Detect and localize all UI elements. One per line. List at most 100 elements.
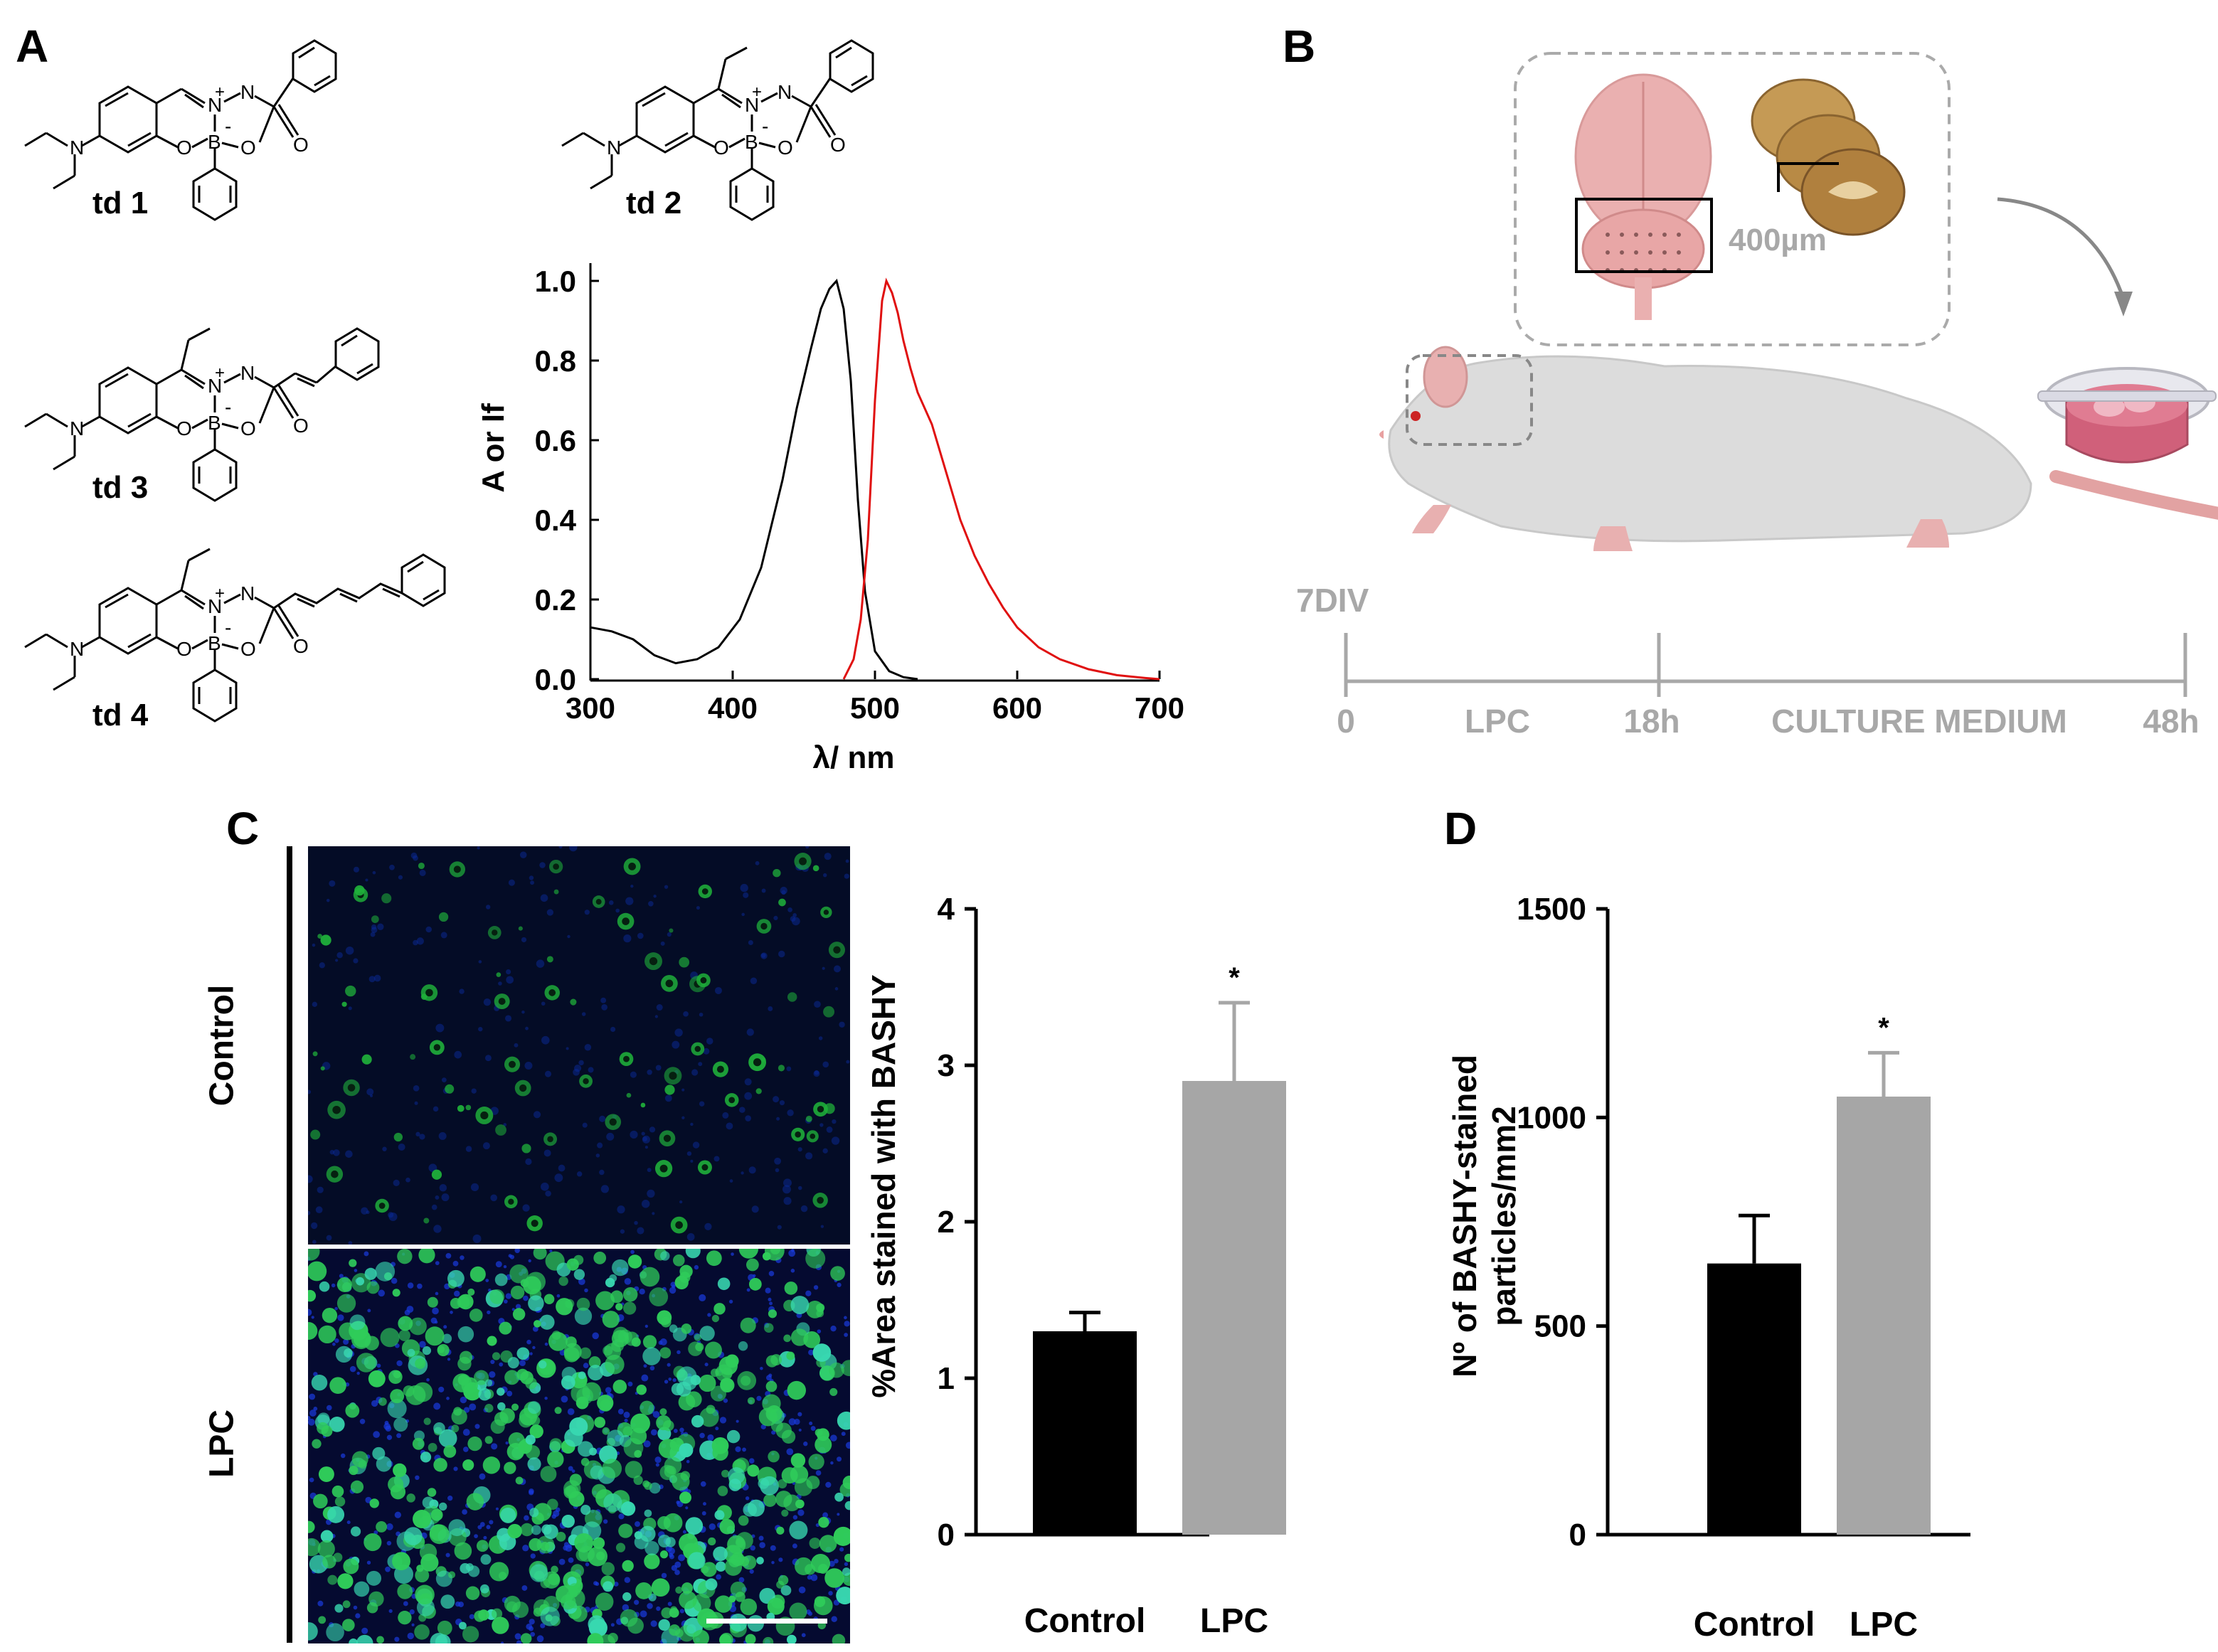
svg-text:-: -	[225, 115, 231, 137]
spectra-y-tick-label: 0.0	[535, 663, 576, 696]
svg-text:N: N	[240, 362, 255, 384]
svg-text:O: O	[240, 417, 256, 439]
svg-text:O: O	[293, 635, 309, 657]
svg-text:O: O	[176, 638, 192, 660]
panel-letter-a: A	[16, 21, 49, 72]
svg-text:-: -	[762, 115, 768, 137]
spectra-y-tick-label: 0.2	[535, 583, 576, 617]
svg-text:N: N	[70, 417, 84, 439]
svg-text:N: N	[70, 638, 84, 660]
row-label-control: Control	[203, 984, 241, 1107]
svg-text:+: +	[215, 82, 225, 102]
timeline-segment-culture: CULTURE MEDIUM	[1771, 703, 2067, 740]
particles-y-tick-label: 1000	[1517, 1100, 1586, 1135]
svg-text:O: O	[176, 137, 192, 159]
svg-text:+: +	[215, 363, 225, 383]
svg-text:N: N	[778, 81, 792, 103]
svg-text:N: N	[208, 375, 222, 397]
scale-label: 400µm	[1729, 223, 1827, 257]
svg-text:+: +	[215, 584, 225, 603]
svg-text:O: O	[240, 137, 256, 159]
rat-illustration	[1379, 346, 2218, 551]
spectra-x-tick-label: 400	[708, 691, 758, 725]
row-divider-bar	[287, 846, 292, 1643]
svg-text:+: +	[752, 82, 762, 102]
spectra-x-tick-label: 700	[1135, 691, 1184, 725]
svg-text:N: N	[745, 94, 759, 116]
particles-y-tick-label: 0	[1569, 1518, 1586, 1552]
area-significance-marker: *	[1229, 962, 1240, 993]
svg-text:O: O	[176, 417, 192, 439]
micrograph-lpc	[299, 1239, 858, 1652]
svg-text:O: O	[713, 137, 729, 159]
spectra-x-tick-label: 600	[992, 691, 1042, 725]
svg-text:B: B	[208, 412, 221, 434]
area-y-tick-label: 2	[938, 1205, 955, 1240]
svg-text:-: -	[225, 617, 231, 639]
particles-y-axis-label-line1: Nº of BASHY-stained	[1446, 1055, 1483, 1377]
svg-text:N: N	[607, 137, 621, 159]
svg-text:N: N	[208, 94, 222, 116]
spectra-series-fluorescence	[842, 277, 1160, 681]
transfer-arrow	[1997, 197, 2126, 299]
area-category-label: Control	[1024, 1602, 1146, 1640]
svg-text:N: N	[240, 81, 255, 103]
svg-text:O: O	[830, 134, 846, 156]
area-y-tick-label: 4	[938, 892, 955, 927]
svg-text:B: B	[745, 131, 758, 153]
spectra-x-axis-label: λ/ nm	[813, 740, 895, 775]
spectra-y-tick-label: 1.0	[535, 265, 576, 298]
particles-significance-marker: *	[1878, 1012, 1889, 1043]
area-bar-chart: 0 1 2 3 4 Control * LPC %Area stained with BASH…	[865, 892, 1286, 1640]
timeline-tick-48h: 48h	[2143, 703, 2199, 740]
timeline-segment-lpc: LPC	[1465, 703, 1530, 740]
molecule-label-td1: td 1	[92, 186, 148, 220]
micrograph-control	[304, 843, 850, 1245]
area-category-label: LPC	[1200, 1602, 1268, 1640]
area-y-axis-label: %Area stained with BASHY	[865, 974, 902, 1398]
area-bar-lpc	[1182, 1081, 1286, 1535]
atom-n-td1: N	[70, 137, 84, 159]
cerebellar-slices-illustration	[1751, 78, 1906, 236]
svg-text:-: -	[225, 396, 231, 418]
area-y-tick-label: 3	[938, 1048, 955, 1083]
svg-text:O: O	[778, 137, 793, 159]
svg-text:O: O	[240, 638, 256, 660]
molecule-label-td3: td 3	[92, 470, 148, 505]
culture-dish-illustration	[2037, 367, 2217, 464]
experimental-schematic: 400µm 7DIV 0 LPC 18h CULTURE MEDIUM 48h	[1296, 52, 2218, 740]
spectra-x-tick-label: 300	[566, 691, 615, 725]
particles-category-label: Control	[1694, 1606, 1815, 1643]
svg-text:N: N	[208, 595, 222, 617]
spectra-y-tick-label: 0.4	[535, 503, 577, 537]
molecule-label-td2: td 2	[626, 186, 681, 220]
spectra-y-tick-label: 0.8	[535, 344, 576, 378]
svg-text:B: B	[208, 131, 221, 153]
particles-y-tick-label: 1500	[1517, 892, 1586, 927]
brain-illustration	[1574, 73, 1713, 320]
timeline-tick-0: 0	[1337, 703, 1355, 740]
inset-dashed-box	[1514, 52, 1951, 346]
area-y-tick-label: 1	[938, 1361, 955, 1396]
svg-text:O: O	[293, 415, 309, 437]
panel-letter-c: C	[226, 803, 260, 854]
spectra-series-absorption	[590, 278, 918, 681]
molecule-label-td4: td 4	[92, 698, 149, 732]
particles-bar-lpc	[1837, 1097, 1931, 1535]
particles-category-label: LPC	[1850, 1606, 1918, 1643]
timeline	[1344, 633, 2187, 697]
particles-y-tick-label: 500	[1534, 1309, 1586, 1344]
area-y-tick-label: 0	[938, 1518, 955, 1552]
scale-bar	[706, 1619, 827, 1624]
spectra-y-axis-label: A or If	[476, 403, 511, 493]
area-bar-control	[1033, 1331, 1137, 1535]
panel-letter-b: B	[1283, 21, 1316, 72]
svg-text:B: B	[208, 632, 221, 654]
molecule-structures: N N N + - B O O O td 1 N N N + - B O O O…	[23, 39, 874, 732]
spectra-y-tick-label: 0.6	[535, 424, 576, 457]
spectra-x-tick-label: 500	[850, 691, 900, 725]
particles-y-axis-label-line2: particles/mm2	[1485, 1106, 1522, 1326]
panel-letter-d: D	[1444, 803, 1477, 854]
row-label-lpc: LPC	[203, 1409, 241, 1478]
